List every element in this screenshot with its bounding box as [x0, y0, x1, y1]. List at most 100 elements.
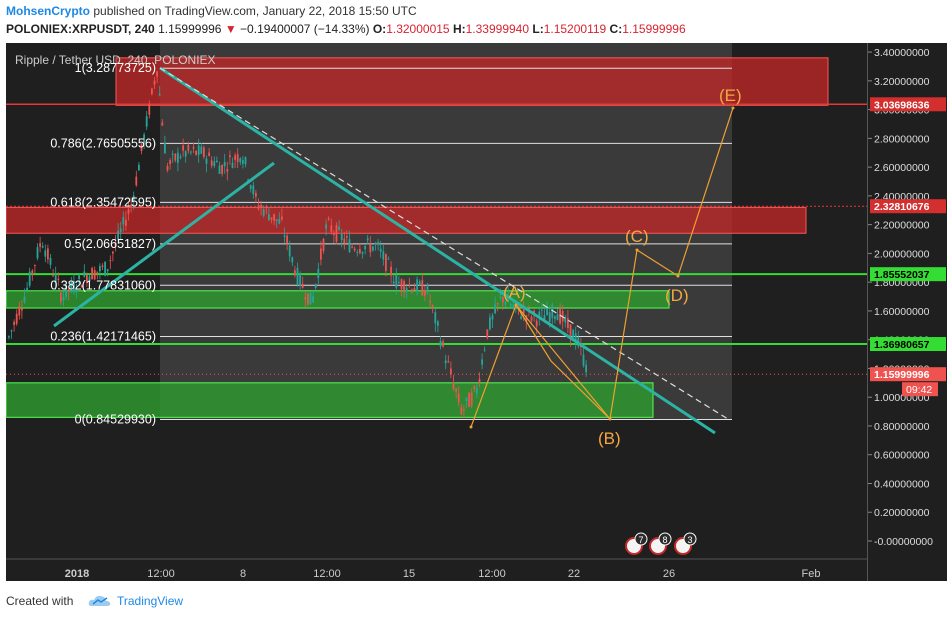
price-tag [870, 337, 946, 352]
low-label: L: [532, 22, 544, 36]
candle-body [26, 287, 28, 291]
candle-body [304, 297, 307, 300]
countdown-label: 09:42 [906, 384, 932, 396]
candle-body [468, 393, 470, 407]
time-axis-label: 22 [568, 568, 580, 580]
chart-pane[interactable]: (A) (B) (C) (D) (E) Ripple / Tether USD, 240… [6, 43, 867, 581]
candle-body [447, 361, 450, 363]
candle-body [395, 275, 398, 288]
candle-body [330, 225, 333, 232]
candle-body [28, 271, 31, 286]
price-tick-label: 2.00000000 [874, 248, 930, 260]
candle-body [556, 314, 559, 321]
price-tag-label: 1.15999996 [874, 369, 930, 381]
candle-body [275, 219, 278, 222]
candle-body [234, 155, 236, 160]
candle-body [567, 318, 569, 328]
candle-body [190, 151, 192, 153]
tradingview-link[interactable]: TradingView [117, 594, 184, 608]
candle-body [450, 368, 452, 375]
wave-label: (E) [719, 86, 742, 105]
author-name[interactable]: MohsenCrypto [6, 4, 90, 18]
price-tick-label: 0.60000000 [874, 450, 930, 462]
event-count-text: 7 [638, 535, 643, 545]
candle-body [366, 238, 369, 241]
candle-body [385, 254, 387, 271]
candle-body [270, 217, 273, 220]
candle-body [559, 308, 561, 324]
candle-body [442, 341, 444, 347]
event-count-badge [683, 532, 697, 546]
publish-line: MohsenCrypto published on TradingView.co… [6, 4, 417, 18]
candle-body [99, 266, 101, 272]
candle-body [184, 151, 187, 157]
candle-body [382, 251, 385, 260]
event-count-badge [658, 532, 672, 546]
candle-body [574, 333, 577, 344]
candle-body [307, 293, 309, 305]
candle-body [429, 300, 431, 303]
candle-body [335, 225, 338, 242]
candle-body [18, 306, 21, 316]
candle-body [408, 284, 411, 286]
price-tag-label: 1.36980657 [874, 339, 930, 351]
candle-body [135, 176, 138, 186]
candle-body [47, 248, 49, 260]
candle-body [476, 387, 478, 394]
candle-body [439, 340, 442, 347]
candle-body [210, 160, 213, 166]
price-tick-label: -0.00000000 [874, 536, 933, 548]
candle-body [494, 304, 496, 314]
price-tick-label: 0.40000000 [874, 478, 930, 490]
candle-body [36, 247, 39, 259]
descending-trendline [159, 66, 716, 435]
wave-a-b-leg [515, 304, 611, 420]
chart-canvas[interactable]: (A) (B) (C) (D) (E) Ripple / Tether USD, 240… [6, 43, 867, 581]
price-axis[interactable]: 3.400000003.200000003.000000002.80000000… [867, 43, 947, 581]
candle-body [416, 279, 418, 292]
candle-body [470, 392, 473, 406]
candle-body [31, 270, 34, 275]
candle-body [400, 279, 403, 290]
candle-body [70, 282, 73, 290]
fib-level-label: 0(0.84529930) [75, 412, 156, 426]
event-count-badge [634, 532, 648, 546]
candle-body [104, 261, 106, 276]
candle-body [151, 88, 153, 95]
time-axis-label: 12:00 [478, 568, 506, 580]
candle-body [403, 280, 405, 293]
price-tick-label: 2.80000000 [874, 133, 930, 145]
candle-body [554, 316, 556, 320]
candle-body [520, 316, 522, 319]
candle-body [148, 103, 151, 115]
candle-body [465, 397, 468, 401]
candle-body [171, 153, 174, 155]
candle-body [296, 267, 299, 285]
candle-body [320, 248, 322, 260]
candle-body [309, 292, 312, 305]
candle-body [541, 309, 543, 311]
candle-body [486, 329, 489, 338]
candle-body [60, 292, 62, 302]
candle-body [236, 154, 239, 162]
price-axis-canvas[interactable]: 3.400000003.200000003.000000002.80000000… [868, 43, 947, 581]
candle-body [67, 289, 70, 292]
candle-body [489, 317, 491, 330]
candle-body [455, 388, 457, 392]
candle-body [392, 281, 395, 284]
candle-body [411, 289, 413, 293]
candle-body [340, 233, 343, 241]
price-tag-label: 1.85552037 [874, 269, 930, 281]
candle-body [57, 278, 60, 280]
footer: Created with TradingView [0, 584, 947, 619]
candle-body [491, 315, 494, 320]
candle-body [62, 296, 65, 301]
green-zone-upper [6, 290, 670, 309]
candle-body [369, 243, 372, 253]
event-count-text: 8 [662, 535, 667, 545]
candle-body [301, 283, 304, 288]
price-tag [870, 97, 946, 112]
candle-body [244, 157, 247, 165]
candle-body [218, 165, 221, 175]
candle-body [372, 246, 374, 251]
